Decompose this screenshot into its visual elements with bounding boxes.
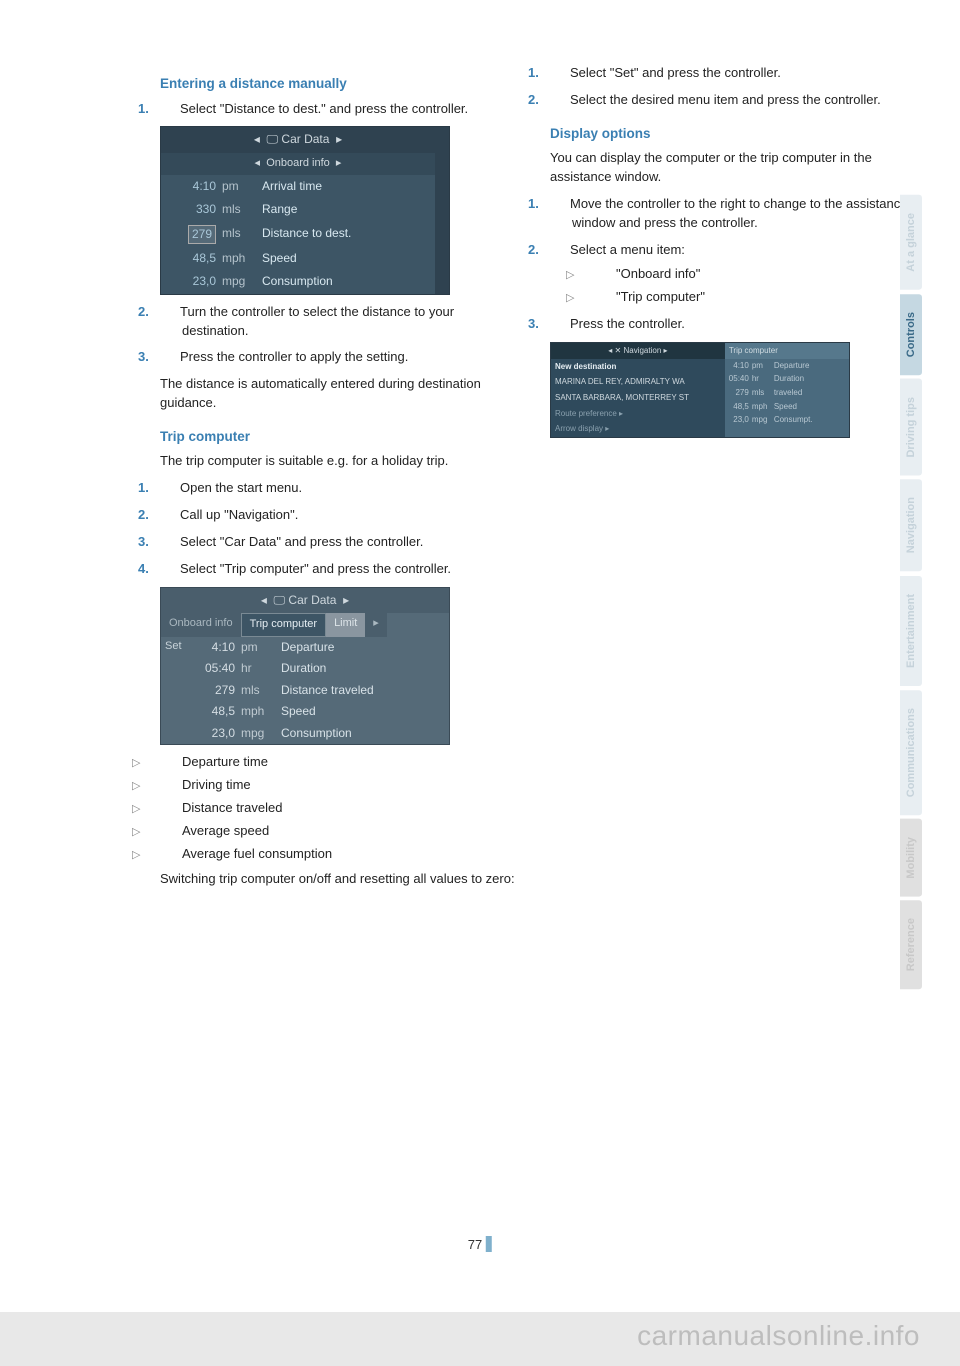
steps-display-options: 1.Move the controller to the right to ch… [550, 195, 910, 334]
nav-row: SANTA BARBARA, MONTERREY ST [551, 390, 725, 406]
screen-tabs: Onboard info Trip computer Limit ▸ [161, 613, 449, 637]
step: 1.Move the controller to the right to ch… [550, 195, 910, 233]
step: 2.Turn the controller to select the dist… [160, 303, 520, 341]
tab-controls[interactable]: Controls [900, 294, 922, 375]
list-item: ▷Departure time [160, 753, 520, 772]
step: 1.Open the start menu. [160, 479, 520, 498]
tab-reference[interactable]: Reference [900, 900, 922, 989]
screen-row: 05:40hrDuration [161, 658, 449, 679]
section-tabs: At a glance Controls Driving tips Naviga… [900, 195, 926, 994]
step: 3.Press the controller to apply the sett… [160, 348, 520, 367]
reset-note: Switching trip computer on/off and reset… [160, 870, 520, 889]
trip-bullet-list: ▷Departure time ▷Driving time ▷Distance … [160, 753, 520, 864]
nav-row: MARINA DEL REY, ADMIRALTY WA [551, 374, 725, 390]
step: 4.Select "Trip computer" and press the c… [160, 560, 520, 579]
trip-intro: The trip computer is suitable e.g. for a… [160, 452, 520, 471]
tab-trip: Trip computer [241, 613, 326, 637]
screenshot-trip-computer: ◂ 🖵 Car Data ▸ Onboard info Trip compute… [160, 587, 450, 745]
menu-options: ▷"Onboard info" ▷"Trip computer" [572, 265, 910, 307]
tab-entertainment[interactable]: Entertainment [900, 576, 922, 686]
step: 2.Select a menu item: ▷"Onboard info" ▷"… [550, 241, 910, 308]
list-item: ▷Driving time [160, 776, 520, 795]
right-column: 1.Select "Set" and press the controller.… [550, 60, 910, 897]
nav-row: New destination [551, 359, 725, 375]
left-column: Entering a distance manually 1.Select "D… [160, 60, 520, 897]
assist-title: Trip computer [725, 343, 849, 359]
assist-row: 23,0mpgConsumpt. [725, 413, 849, 427]
screen-subtitle: ◂ Onboard info ▸ [161, 153, 435, 175]
assist-row: 4:10pmDeparture [725, 359, 849, 373]
screen-row: 23,0mpgConsumption [161, 723, 449, 744]
heading-trip-computer: Trip computer [160, 427, 520, 447]
nav-row: Arrow display ▸ [551, 421, 725, 437]
tab-limit: Limit [326, 613, 365, 637]
screen-title: ◂ 🖵 Car Data ▸ [161, 588, 449, 613]
tab-communications[interactable]: Communications [900, 690, 922, 815]
nav-panel: ◂ ✕ Navigation ▸ New destination MARINA … [551, 343, 725, 437]
screen-row: 4:10pmArrival time [161, 175, 435, 198]
screen-row: 48,5mphSpeed [161, 247, 435, 270]
steps-entering-distance: 1.Select "Distance to dest." and press t… [160, 100, 520, 119]
page-number: 77 [468, 1236, 492, 1252]
screenshot-nav-assistance: ◂ ✕ Navigation ▸ New destination MARINA … [550, 342, 850, 438]
heading-entering-distance: Entering a distance manually [160, 74, 520, 94]
display-intro: You can display the computer or the trip… [550, 149, 910, 187]
tab-onboard: Onboard info [161, 613, 241, 637]
steps-trip-computer: 1.Open the start menu. 2.Call up "Naviga… [160, 479, 520, 578]
list-item: ▷Distance traveled [160, 799, 520, 818]
assist-row: 05:40hrDuration [725, 372, 849, 386]
step: 1.Select "Distance to dest." and press t… [160, 100, 520, 119]
heading-display-options: Display options [550, 124, 910, 144]
tab-driving-tips[interactable]: Driving tips [900, 379, 922, 476]
screen-row: 23,0mpgConsumption [161, 270, 435, 293]
list-item: ▷Average speed [160, 822, 520, 841]
assistance-panel: Trip computer 4:10pmDeparture 05:40hrDur… [725, 343, 849, 437]
step: 2.Select the desired menu item and press… [550, 91, 910, 110]
note-auto-distance: The distance is automatically entered du… [160, 375, 520, 413]
list-item: ▷"Trip computer" [594, 288, 910, 307]
screenshot-onboard-info: ◂ 🖵 Car Data ▸ ◂ Onboard info ▸ 4:10pmAr… [160, 126, 450, 294]
screen-row-selected: 279mlsDistance to dest. [161, 222, 435, 247]
nav-row: Route preference ▸ [551, 406, 725, 422]
manual-page: Entering a distance manually 1.Select "D… [0, 0, 960, 1312]
step: 2.Call up "Navigation". [160, 506, 520, 525]
steps-entering-distance-cont: 2.Turn the controller to select the dist… [160, 303, 520, 368]
nav-title: ◂ ✕ Navigation ▸ [551, 343, 725, 359]
assist-row: 279mlstraveled [725, 386, 849, 400]
assist-row: 48,5mphSpeed [725, 400, 849, 414]
tab-navigation[interactable]: Navigation [900, 479, 922, 571]
screen-title: ◂ 🖵 Car Data ▸ [161, 127, 435, 152]
step: 3.Press the controller. [550, 315, 910, 334]
steps-set: 1.Select "Set" and press the controller.… [550, 64, 910, 110]
step: 3.Select "Car Data" and press the contro… [160, 533, 520, 552]
tab-at-a-glance[interactable]: At a glance [900, 195, 922, 290]
two-column-layout: Entering a distance manually 1.Select "D… [160, 60, 910, 897]
screen-row: 279mlsDistance traveled [161, 680, 449, 701]
screen-row: 330mlsRange [161, 198, 435, 221]
step: 1.Select "Set" and press the controller. [550, 64, 910, 83]
tab-mobility[interactable]: Mobility [900, 819, 922, 897]
screen-row: Set4:10pmDeparture [161, 637, 449, 658]
screen-row: 48,5mphSpeed [161, 701, 449, 722]
list-item: ▷Average fuel consumption [160, 845, 520, 864]
list-item: ▷"Onboard info" [594, 265, 910, 284]
